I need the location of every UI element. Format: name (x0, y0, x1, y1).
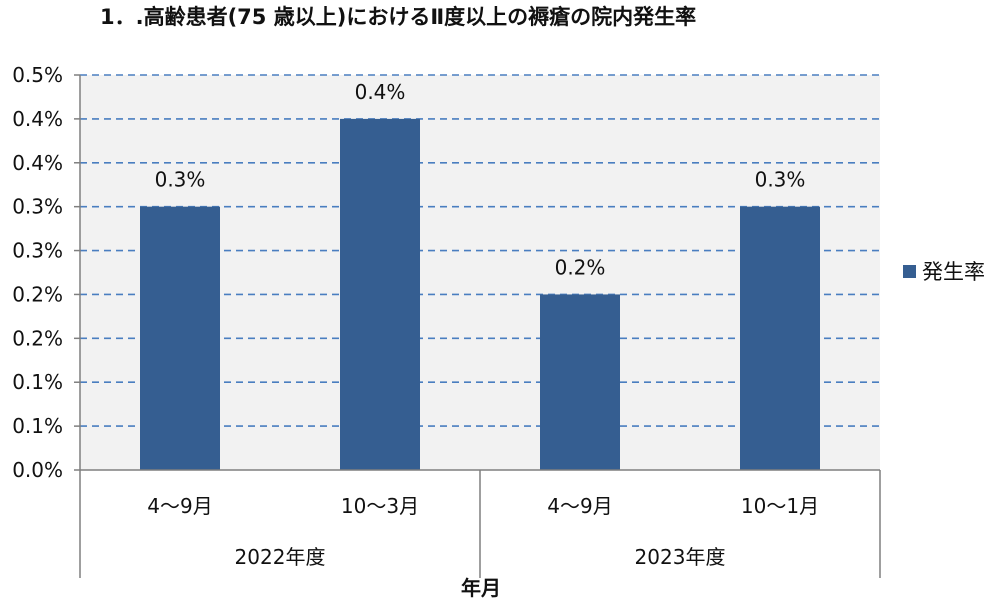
legend-swatch (903, 265, 916, 278)
y-tick-label: 0.5% (12, 63, 63, 87)
data-label: 0.3% (755, 168, 806, 192)
axes (74, 74, 881, 578)
bar (540, 294, 620, 470)
legend-label: 発生率 (922, 260, 985, 284)
x-group-label: 2022年度 (235, 545, 326, 569)
chart-title: 1．.高齢患者(75 歳以上)におけるⅡ度以上の褥瘡の院内発生率 (100, 5, 696, 29)
y-tick-label: 0.3% (12, 239, 63, 263)
legend: 発生率 (903, 260, 985, 284)
data-label: 0.3% (155, 168, 206, 192)
x-category-label: 4～9月 (147, 494, 212, 518)
bar (140, 206, 220, 470)
bar (740, 206, 820, 470)
y-axis-ticks: 0.0% 0.1% 0.1% 0.2% 0.2% 0.3% 0.3% 0.4% 0.4% 0.5% (12, 63, 63, 482)
y-tick-label: 0.4% (12, 151, 63, 175)
x-axis-groups: 2022年度 2023年度 (235, 545, 726, 569)
x-category-label: 4～9月 (547, 494, 612, 518)
x-axis-label: 年月 (461, 576, 501, 600)
data-label: 0.4% (355, 80, 406, 104)
x-category-label: 10～1月 (741, 494, 819, 518)
bar (340, 118, 420, 470)
x-category-label: 10～3月 (341, 494, 419, 518)
y-tick-label: 0.1% (12, 370, 63, 394)
y-tick-label: 0.2% (12, 326, 63, 350)
y-tick-label: 0.4% (12, 107, 63, 131)
data-labels: 0.3% 0.4% 0.2% 0.3% (155, 80, 806, 280)
x-axis-categories: 4～9月 10～3月 4～9月 10～1月 (147, 494, 819, 518)
data-label: 0.2% (555, 255, 606, 279)
y-tick-label: 0.0% (12, 458, 63, 482)
y-tick-label: 0.2% (12, 282, 63, 306)
y-tick-label: 0.1% (12, 414, 63, 438)
bars (140, 118, 820, 470)
x-group-label: 2023年度 (635, 545, 726, 569)
y-tick-label: 0.3% (12, 195, 63, 219)
